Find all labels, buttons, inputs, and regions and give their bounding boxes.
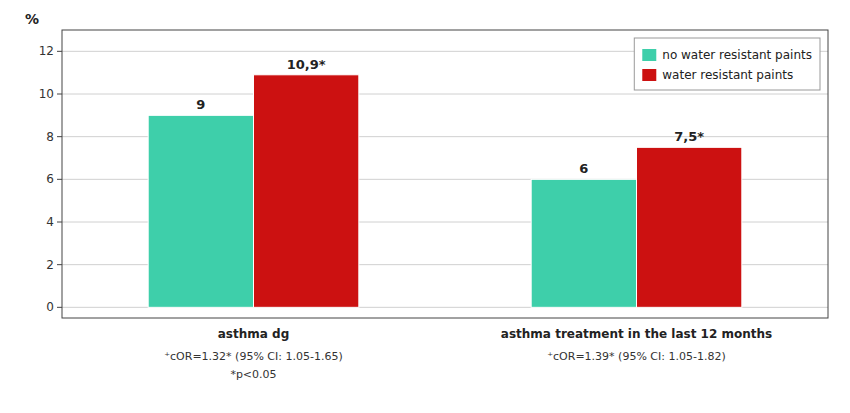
tick-label: 8	[46, 130, 54, 144]
data-label: 10,9*	[287, 57, 326, 72]
data-label: 7,5*	[674, 129, 704, 144]
tick-label: 6	[46, 172, 54, 186]
plot-frame	[62, 30, 828, 318]
legend-label: water resistant paints	[662, 68, 793, 82]
data-label: 9	[196, 97, 205, 112]
data-labels: 9 6 10,9* 7,5*	[196, 57, 704, 177]
data-label: 6	[579, 161, 588, 176]
legend-label: no water resistant paints	[662, 48, 812, 62]
legend: no water resistant paints water resistant…	[634, 38, 820, 90]
bar	[531, 179, 636, 307]
bar	[254, 75, 359, 308]
category-label: asthma dg	[218, 327, 289, 341]
tick-mark	[57, 51, 62, 52]
tick-label: 4	[46, 215, 54, 229]
annotation: *p<0.05	[230, 368, 276, 381]
tick-label: 10	[39, 87, 54, 101]
tick-mark	[57, 136, 62, 137]
tick-mark	[57, 307, 62, 308]
tick-mark	[57, 94, 62, 95]
category-label: asthma treatment in the last 12 months	[501, 327, 772, 341]
legend-frame	[634, 38, 820, 90]
tick-mark	[57, 179, 62, 180]
y-axis-label: %	[25, 11, 39, 27]
annotation: ⁺cOR=1.39* (95% CI: 1.05-1.82)	[547, 350, 725, 363]
background	[0, 0, 850, 413]
annotation: ⁺cOR=1.32* (95% CI: 1.05-1.65)	[164, 350, 342, 363]
bar	[637, 147, 742, 307]
tick-label: 12	[39, 44, 54, 58]
tick-label: 2	[46, 258, 54, 272]
legend-swatch	[642, 49, 656, 61]
tick-mark	[57, 222, 62, 223]
grid-line	[62, 94, 828, 95]
bar	[148, 115, 253, 307]
tick-label: 0	[46, 300, 54, 314]
legend-swatch	[642, 69, 656, 81]
bars	[148, 75, 742, 308]
tick-mark	[57, 264, 62, 265]
chart: 0 2 4 6 8 10 12% 9 6 10,9* 7,5* asthma dg ⁺cOR=1.32*…	[0, 0, 850, 413]
